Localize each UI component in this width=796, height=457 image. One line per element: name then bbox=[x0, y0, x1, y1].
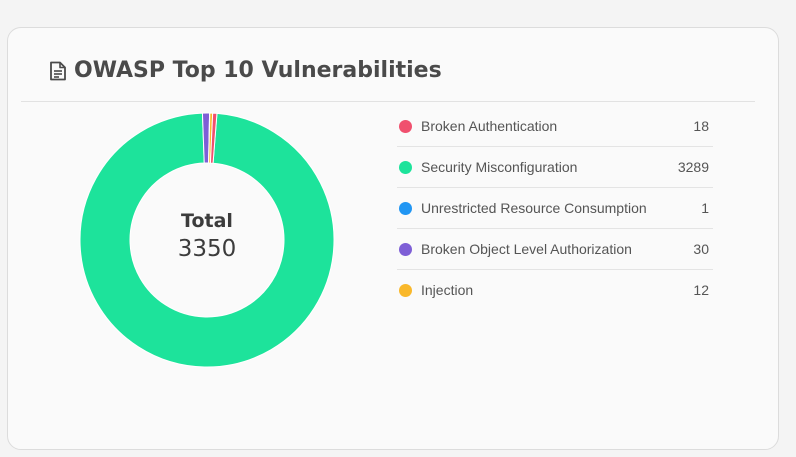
legend-value: 1 bbox=[701, 200, 709, 216]
document-icon bbox=[49, 61, 67, 81]
legend-value: 30 bbox=[693, 241, 709, 257]
chart-legend: Broken Authentication 18 Security Misconfi… bbox=[397, 106, 713, 310]
legend-label: Injection bbox=[421, 282, 474, 298]
card-title: OWASP Top 10 Vulnerabilities bbox=[49, 58, 442, 83]
legend-item[interactable]: Broken Object Level Authorization 30 bbox=[397, 229, 713, 270]
legend-color-dot bbox=[399, 242, 412, 256]
legend-item[interactable]: Injection 12 bbox=[397, 270, 713, 310]
legend-label: Unrestricted Resource Consumption bbox=[421, 200, 647, 216]
vulnerabilities-card: OWASP Top 10 Vulnerabilities bbox=[7, 27, 779, 450]
donut-chart: Total 3350 bbox=[75, 108, 339, 372]
legend-color-dot bbox=[399, 119, 412, 133]
legend-color-dot bbox=[399, 160, 412, 174]
legend-value: 3289 bbox=[677, 159, 709, 175]
legend-label: Broken Authentication bbox=[421, 118, 558, 134]
legend-color-dot bbox=[399, 283, 412, 297]
donut-slice[interactable] bbox=[209, 112, 218, 164]
legend-label: Security Misconfiguration bbox=[421, 159, 578, 175]
legend-item[interactable]: Broken Authentication 18 bbox=[397, 106, 713, 147]
legend-color-dot bbox=[399, 201, 412, 215]
card-title-text: OWASP Top 10 Vulnerabilities bbox=[74, 58, 442, 83]
legend-value: 18 bbox=[693, 118, 709, 134]
legend-item[interactable]: Unrestricted Resource Consumption 1 bbox=[397, 188, 713, 229]
donut-chart-svg bbox=[79, 112, 335, 368]
card-header: OWASP Top 10 Vulnerabilities bbox=[21, 28, 755, 102]
legend-item[interactable]: Security Misconfiguration 3289 bbox=[397, 147, 713, 188]
legend-label: Broken Object Level Authorization bbox=[421, 241, 632, 257]
legend-value: 12 bbox=[693, 282, 709, 298]
donut-slice[interactable] bbox=[79, 112, 335, 368]
